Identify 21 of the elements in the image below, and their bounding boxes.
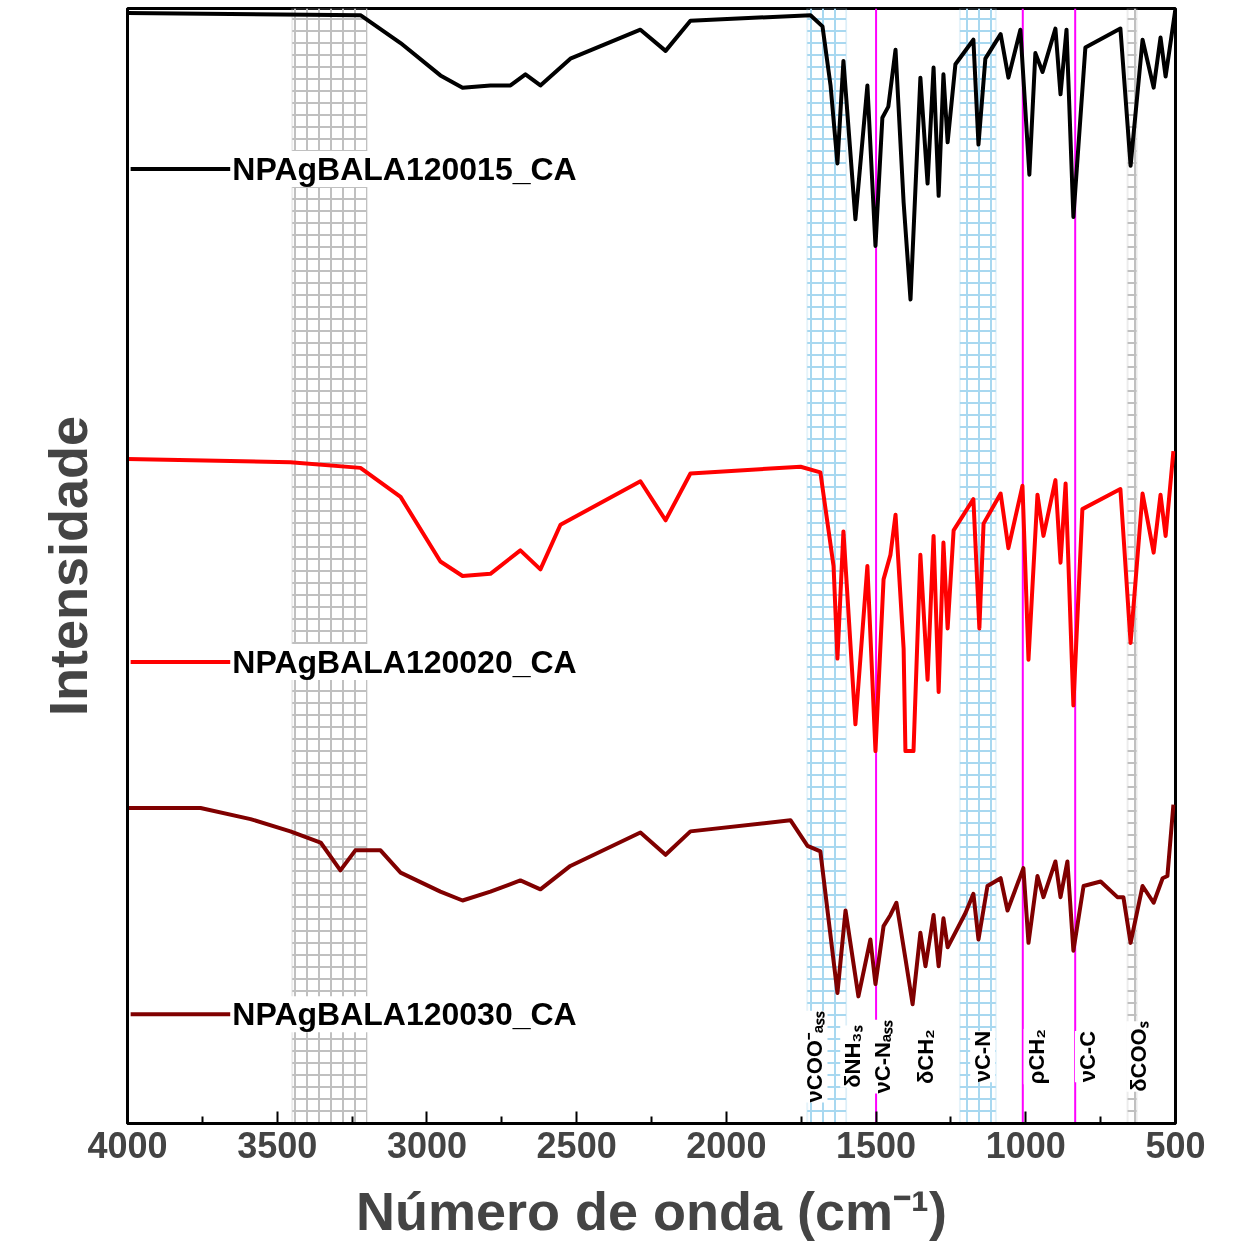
x-tick-label: 1500 <box>836 1124 917 1166</box>
legend-label: NPAgBALA120020_CA <box>232 643 577 680</box>
legend-label: NPAgBALA120030_CA <box>232 996 577 1033</box>
annotation: νC-N <box>970 1030 996 1083</box>
x-tick-label: 2000 <box>686 1124 767 1166</box>
x-tick-label: 2500 <box>536 1124 617 1166</box>
x-tick-label: 500 <box>1145 1124 1206 1166</box>
legend-label: NPAgBALA120015_CA <box>232 151 577 188</box>
x-tick-label: 3000 <box>386 1124 467 1166</box>
x-tick-label: 4000 <box>87 1124 168 1166</box>
annotation: δNH₃ₛ <box>840 1025 866 1088</box>
annotation: δCH₂ <box>912 1029 938 1085</box>
annotation: νC-Nₐₛₛ <box>869 1019 895 1094</box>
annotation: νC-C <box>1074 1030 1100 1083</box>
annotation: ρCH₂ <box>1023 1029 1049 1085</box>
annotation: δCOOₛ <box>1126 1021 1152 1092</box>
annotation: νCOO⁻ₐₛₛ <box>802 1010 828 1103</box>
x-tick-label: 3500 <box>237 1124 318 1166</box>
x-tick-label: 1000 <box>985 1124 1066 1166</box>
x-axis-title: Número de onda (cm⁻¹) <box>355 1180 948 1241</box>
y-axis-title: Intensidade <box>37 415 98 717</box>
